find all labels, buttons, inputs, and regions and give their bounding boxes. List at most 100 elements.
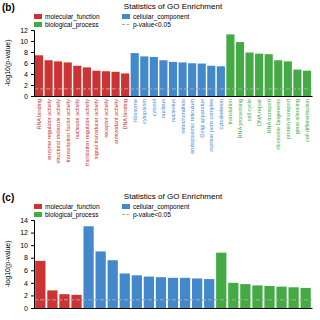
legend-item: p-value<0.05: [122, 211, 171, 219]
y-tick-mark: [31, 270, 34, 271]
y-tick: 12: [20, 229, 34, 236]
bar: [47, 290, 57, 308]
bar: [35, 261, 45, 308]
y-tick-label: 12: [20, 27, 28, 34]
x-tick: nucleus: [160, 99, 166, 118]
x-tick-label: transcription factor activity: [65, 99, 71, 163]
x-tick-label: receptor activity: [103, 99, 109, 138]
x-tick: nuclear pore complex: [208, 99, 214, 152]
bar: [198, 64, 206, 96]
y-tick-mark: [31, 258, 34, 259]
chart-title: Statistics of GO Enrichment: [124, 2, 223, 11]
bar: [276, 287, 286, 308]
legend-item: p-value<0.05: [122, 21, 171, 29]
plot-area: [34, 226, 312, 308]
x-tick: DNA binding: [122, 99, 128, 130]
x-tick: receptor activity: [103, 99, 109, 138]
x-tick: RNA binding: [36, 99, 42, 130]
bar: [228, 283, 238, 308]
bar: [131, 53, 139, 96]
y-tick-label: 8: [24, 254, 28, 261]
bar: [265, 54, 273, 96]
x-tick: mitochondrion: [179, 99, 185, 134]
legend-label: biological_process: [45, 21, 99, 29]
x-tick: RNA transport: [266, 99, 272, 134]
y-tick-label: 0: [24, 93, 28, 100]
x-tick: cytoskeleton: [218, 99, 224, 130]
threshold-line: [34, 88, 312, 89]
y-tick-label: 10: [20, 38, 28, 45]
bar: [71, 295, 81, 308]
x-tick-label: signal transducer activity: [93, 99, 99, 159]
x-tick: antioxidant activity: [113, 99, 119, 144]
legend-swatch: [122, 204, 130, 209]
bar: [303, 71, 311, 96]
bar: [236, 42, 244, 96]
panel: (b)Statistics of GO Enrichment-log10(p-v…: [2, 2, 313, 166]
bar: [35, 55, 43, 96]
y-tick-label: 0: [24, 305, 28, 312]
legend-item: cellular_component: [122, 13, 190, 21]
y-tick-label: 2: [24, 82, 28, 89]
legend-item: molecular_function: [34, 203, 100, 211]
x-tick-label: cell differentiation: [304, 99, 310, 142]
bar: [188, 63, 196, 96]
legend-swatch: [34, 14, 42, 19]
panel-label: (c): [2, 192, 14, 203]
y-tick: 12: [20, 27, 34, 34]
legend-label: molecular_function: [45, 13, 100, 21]
y-tick: 6: [24, 267, 34, 274]
bar: [293, 70, 301, 96]
legend-item: molecular_function: [34, 13, 100, 21]
bar: [144, 277, 154, 308]
y-tick: 10: [20, 38, 34, 45]
y-tick-mark: [31, 220, 34, 221]
x-tick: translation: [227, 99, 233, 124]
legend-swatch: [122, 24, 130, 25]
bar: [121, 73, 129, 96]
legend-swatch: [122, 214, 130, 215]
y-tick-label: 2: [24, 292, 28, 299]
x-tick-label: DNA binding: [122, 99, 128, 130]
y-tick: 0: [24, 93, 34, 100]
plot-area: [34, 34, 312, 96]
y-axis-label: -log10(p-value): [4, 39, 12, 86]
bar: [120, 273, 130, 308]
bar: [245, 53, 253, 96]
y-tick: 8: [24, 254, 34, 261]
x-tick-label: RNA transport: [266, 99, 272, 134]
x-tick: cytosol: [151, 99, 157, 116]
x-axis-line: [35, 308, 313, 309]
x-tick: transcription factor activity: [65, 99, 71, 163]
x-tick: enzyme regulator activity: [46, 99, 52, 160]
bar: [45, 60, 53, 96]
y-tick: 14: [20, 217, 34, 224]
x-tick: nucleolus: [170, 99, 176, 122]
y-tick-mark: [31, 245, 34, 246]
x-tick: ribosome: [132, 99, 138, 122]
x-tick-label: translation regulator activity: [84, 99, 90, 166]
y-tick-mark: [31, 283, 34, 284]
y-tick: 6: [24, 60, 34, 67]
y-tick-label: 14: [20, 217, 28, 224]
x-tick: endoplasmic reticulum: [189, 99, 195, 154]
y-axis: 02468101214: [20, 217, 34, 312]
x-tick: nuclease activity: [74, 99, 80, 140]
y-tick: 2: [24, 82, 34, 89]
bar: [274, 60, 282, 96]
x-tick: cytoplasm: [141, 99, 147, 124]
bar: [140, 56, 148, 96]
x-tick-label: translation: [227, 99, 233, 124]
legend-swatch: [122, 14, 130, 19]
legend-item: cellular_component: [122, 203, 190, 211]
legend: molecular_functioncellular_componentbiol…: [34, 203, 190, 219]
x-tick: translation regulator activity: [84, 99, 90, 166]
y-tick-mark: [31, 295, 34, 296]
bar: [169, 62, 177, 96]
bar: [108, 260, 118, 308]
x-tick: Golgi apparatus: [199, 99, 205, 138]
x-axis: RNA bindingenzyme regulator activitystru…: [35, 97, 313, 166]
y-tick-label: 6: [24, 267, 28, 274]
legend-swatch: [34, 212, 42, 217]
y-axis-line: [31, 31, 35, 97]
